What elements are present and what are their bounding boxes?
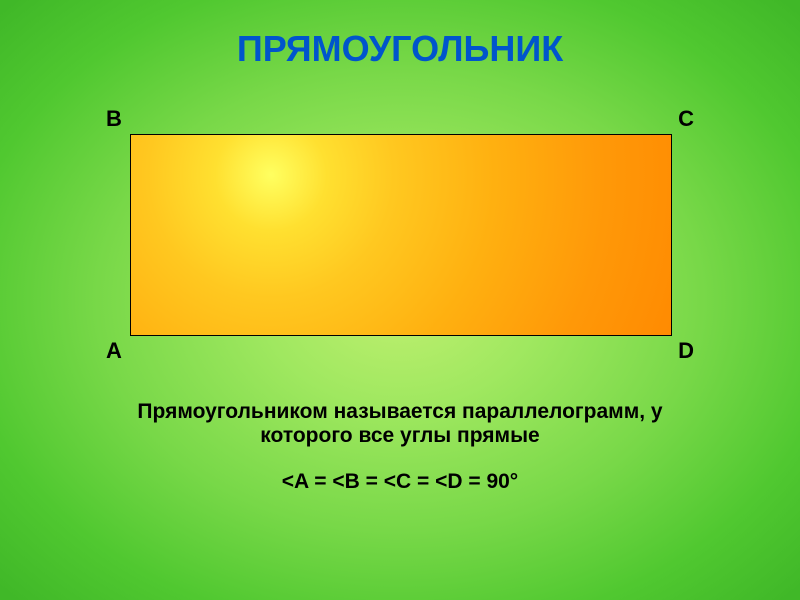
vertex-label-D: D — [678, 338, 694, 364]
definition-line1: Прямоугольником называется параллелограм… — [137, 400, 662, 423]
angle-equation: <A = <B = <C = <D = 90° — [0, 470, 800, 494]
definition-text: Прямоугольником называется параллелограм… — [0, 400, 800, 448]
vertex-label-A: A — [106, 338, 122, 364]
rectangle-shape — [130, 134, 672, 336]
slide-title: ПРЯМОУГОЛЬНИК — [0, 28, 800, 70]
slide: ПРЯМОУГОЛЬНИК B C A D Прямоугольником на… — [0, 0, 800, 600]
diagram: B C A D — [130, 134, 670, 334]
definition-line2: которого все углы прямые — [260, 424, 539, 447]
vertex-label-C: C — [678, 106, 694, 132]
vertex-label-B: B — [106, 106, 122, 132]
